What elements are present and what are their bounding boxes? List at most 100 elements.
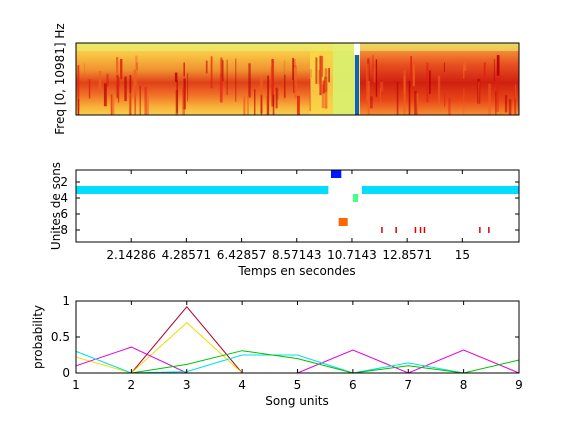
probability-lines — [75, 306, 520, 374]
spectrogram-streak — [380, 81, 384, 92]
units-xticks: 2.14286 4.28571 6.42857 8.57143 10.7143 12.85… — [106, 170, 470, 262]
spectrogram-streak — [276, 89, 279, 100]
spectrogram-streaks — [77, 55, 517, 115]
spectrogram-streak — [463, 64, 465, 79]
spectrogram-streak — [176, 80, 178, 113]
spectrogram-streak — [315, 57, 318, 84]
spectrogram-streak — [366, 63, 369, 104]
probability-yticks: 00.51 — [51, 294, 519, 380]
spectrogram-streak — [183, 78, 186, 110]
spectrogram-streak — [134, 86, 137, 115]
spectrogram-streak — [219, 74, 223, 103]
spectrogram-streak — [135, 55, 138, 94]
spectrogram-streak — [495, 91, 497, 115]
spectrogram-streak — [444, 92, 446, 107]
unit-segment — [338, 218, 348, 226]
spectrogram-ylabel: Freq [0, 10981] Hz — [53, 23, 67, 134]
spectrogram-streak — [182, 87, 185, 115]
spectrogram-streak — [309, 69, 312, 79]
spectrogram-streak — [88, 79, 91, 99]
spectrogram-streak — [437, 75, 441, 105]
spectrogram-streak — [508, 99, 512, 115]
units-ylabel: Unites de sons — [49, 162, 63, 250]
spectrogram-streak — [321, 56, 324, 77]
spectrogram-streak — [220, 57, 223, 76]
spectrogram-streak — [412, 64, 415, 87]
spectrogram-streak — [514, 83, 516, 115]
spectrogram-streak — [174, 72, 178, 82]
spectrogram-streak — [483, 62, 486, 78]
probability-xtick-label: 3 — [183, 378, 191, 392]
units-xtick-label: 15 — [455, 248, 470, 262]
spectrogram-streak — [270, 66, 272, 85]
spectrogram-streak — [324, 68, 328, 109]
unit-segment — [352, 194, 359, 202]
spectrogram-streak — [283, 74, 286, 98]
spectrogram-streak — [254, 89, 256, 115]
spectrogram-streak — [379, 88, 381, 107]
spectrogram-streak — [260, 95, 263, 115]
spectrogram-streak — [410, 56, 412, 78]
spectrogram-streak — [116, 57, 119, 82]
spectrogram-streak — [373, 67, 376, 83]
spectrogram-streak — [267, 75, 270, 115]
spectrogram-marker-blue — [355, 55, 359, 115]
probability-xtick-label: 4 — [238, 378, 246, 392]
spectrogram-streak — [319, 55, 322, 96]
spectrogram-streak — [243, 96, 246, 115]
units-xtick-label: 4.28571 — [162, 248, 212, 262]
spectrogram-streak — [205, 60, 208, 74]
spectrogram-image — [76, 43, 519, 115]
spectrogram-streak — [318, 69, 320, 84]
spectrogram-streak — [139, 85, 141, 115]
spectrogram-streak — [247, 95, 249, 115]
probability-xticks: 1 2 3 4 5 6 7 8 9 — [72, 301, 523, 392]
spectrogram-streak — [488, 83, 491, 115]
spectrogram-streak — [496, 55, 500, 76]
spectrogram-streak — [77, 65, 80, 111]
spectrogram-streak — [292, 57, 294, 81]
unit-segment — [381, 227, 383, 233]
units-xtick-label: 6.42857 — [217, 248, 267, 262]
units-yticks: 2 4 6 8 — [60, 175, 519, 237]
probability-axes-frame — [75, 300, 520, 374]
probability-ylabel: probability — [31, 305, 45, 369]
spectrogram-streak — [426, 62, 429, 103]
spectrogram-streak — [408, 80, 411, 115]
probability-xtick-label: 7 — [404, 378, 412, 392]
spectrogram-streak — [235, 58, 237, 102]
spectrogram-streak — [187, 73, 189, 102]
spectrogram-streak — [367, 80, 370, 115]
spectrogram-streak — [396, 81, 399, 115]
spectrogram-streak — [443, 62, 445, 73]
spectrogram-streak — [479, 78, 481, 97]
spectrogram-streak — [266, 95, 270, 115]
spectrogram-streak — [111, 96, 114, 115]
spectrogram-streak — [429, 70, 431, 94]
spectrogram-streak — [124, 76, 127, 102]
spectrogram-streak — [118, 81, 120, 103]
spectrogram-streak — [309, 78, 311, 112]
unit-segment — [488, 227, 490, 233]
unit-segment — [419, 227, 422, 233]
units-ytick-label: 4 — [60, 191, 68, 205]
spectrogram-streak — [514, 84, 517, 99]
unit-segments — [76, 170, 519, 233]
probability-xtick-label: 1 — [72, 378, 80, 392]
spectrogram-streak — [106, 73, 109, 87]
spectrogram-streak — [370, 96, 373, 109]
spectrogram-panel: Freq [0, 10981] Hz — [53, 23, 520, 135]
spectrogram-streak — [226, 59, 228, 96]
spectrogram-streak — [133, 69, 136, 98]
probability-ytick-label: 0 — [62, 366, 70, 380]
unit-segment — [414, 227, 417, 233]
spectrogram-streak — [116, 75, 119, 99]
spectrogram-streak — [144, 86, 148, 115]
probability-xtick-label: 9 — [515, 378, 523, 392]
spectrogram-streak — [146, 96, 149, 115]
probability-xtick-label: 6 — [349, 378, 357, 392]
spectrogram-streak — [375, 59, 378, 97]
units-xtick-label: 8.57143 — [272, 248, 322, 262]
spectrogram-streak — [448, 97, 451, 115]
